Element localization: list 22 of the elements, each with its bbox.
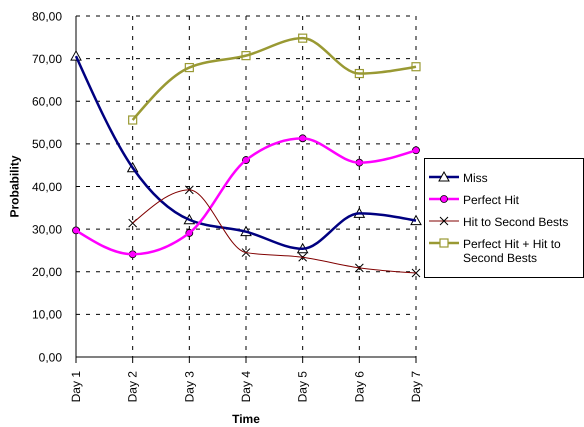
y-tick-label: 40,00 bbox=[32, 180, 62, 194]
y-tick-label: 80,00 bbox=[32, 9, 62, 24]
x-tick-label: Day 2 bbox=[126, 370, 140, 402]
y-tick-label: 70,00 bbox=[32, 52, 62, 66]
y-tick-label: 20,00 bbox=[32, 265, 62, 280]
y-axis-title: Probability bbox=[7, 155, 22, 218]
y-tick-label: 10,00 bbox=[32, 308, 62, 322]
legend-label: Hit to Second Bests bbox=[463, 214, 568, 228]
y-tick-label: 60,00 bbox=[32, 94, 62, 109]
y-tick-label: 50,00 bbox=[32, 137, 62, 152]
x-axis-title: Time bbox=[232, 412, 260, 426]
x-tick-label: Day 1 bbox=[69, 370, 83, 402]
x-tick-label: Day 3 bbox=[182, 370, 196, 402]
x-tick-label: Day 5 bbox=[296, 370, 310, 402]
y-tick-label: 0,00 bbox=[38, 350, 62, 364]
legend-label: Perfect Hit bbox=[463, 192, 520, 206]
x-tick-label: Day 4 bbox=[239, 370, 253, 402]
x-tick-label: Day 7 bbox=[409, 370, 423, 402]
y-tick-label: 30,00 bbox=[32, 222, 62, 236]
legend-label: Perfect Hit + Hit to Second Bests bbox=[463, 236, 562, 264]
x-tick-label: Day 6 bbox=[352, 370, 366, 402]
legend-label: Miss bbox=[463, 170, 488, 184]
